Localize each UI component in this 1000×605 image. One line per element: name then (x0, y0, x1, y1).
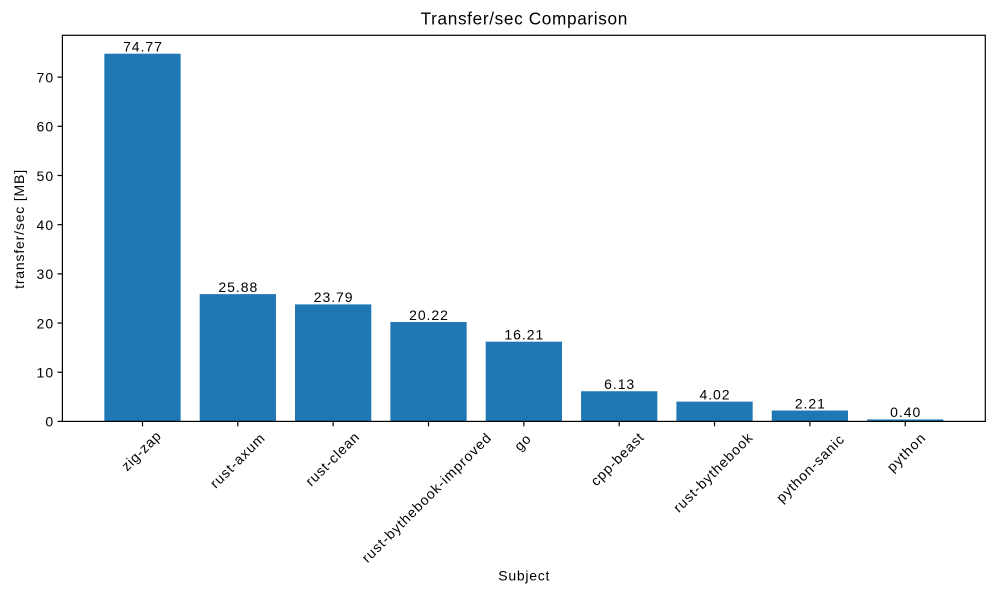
svg-text:60: 60 (37, 119, 55, 135)
svg-text:Subject: Subject (498, 568, 550, 584)
svg-text:20.22: 20.22 (409, 307, 449, 323)
svg-text:10: 10 (37, 365, 55, 381)
svg-text:25.88: 25.88 (218, 279, 258, 295)
svg-text:0: 0 (45, 414, 53, 430)
svg-text:0.40: 0.40 (890, 404, 921, 420)
svg-text:transfer/sec [MB]: transfer/sec [MB] (11, 169, 27, 289)
svg-text:50: 50 (37, 168, 55, 184)
svg-text:4.02: 4.02 (699, 386, 730, 402)
svg-text:16.21: 16.21 (504, 326, 544, 342)
svg-text:20: 20 (37, 315, 55, 331)
svg-text:74.77: 74.77 (123, 38, 163, 54)
svg-text:Transfer/sec Comparison: Transfer/sec Comparison (421, 9, 628, 29)
svg-text:30: 30 (37, 266, 55, 282)
svg-text:6.13: 6.13 (604, 376, 635, 392)
svg-text:40: 40 (37, 217, 55, 233)
svg-text:23.79: 23.79 (314, 289, 354, 305)
svg-text:2.21: 2.21 (795, 395, 826, 411)
svg-text:70: 70 (37, 69, 55, 85)
